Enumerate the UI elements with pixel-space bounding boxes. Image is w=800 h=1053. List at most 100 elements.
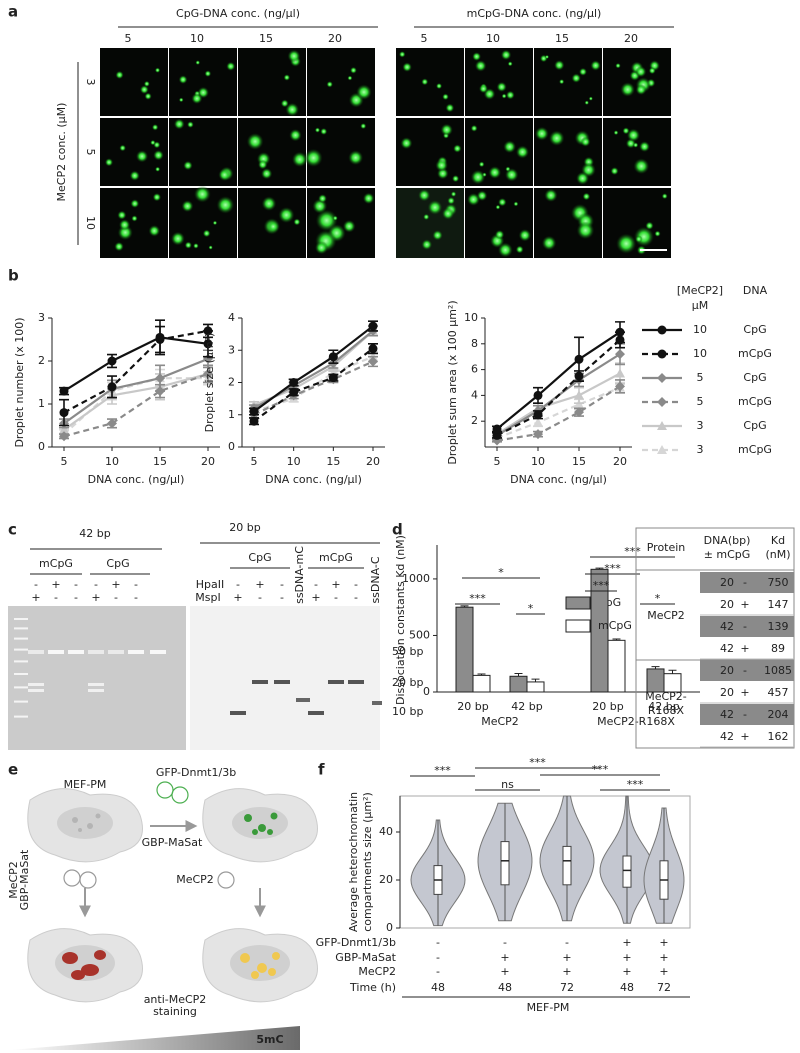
gel-band [88, 689, 104, 692]
gel-band [252, 680, 268, 684]
droplet [467, 193, 480, 206]
droplet [118, 219, 131, 231]
ladder-band [14, 618, 28, 620]
droplet [258, 159, 268, 170]
panel-label: c [8, 521, 17, 539]
droplet [267, 220, 280, 233]
enzyme-sign: - [236, 578, 240, 591]
droplet [635, 66, 647, 78]
droplet [418, 189, 431, 202]
significance: *** [604, 562, 621, 575]
point [59, 386, 69, 396]
table-cell: 42 [720, 620, 734, 633]
x-tick-label: 15 [572, 455, 586, 468]
table-cell: 162 [768, 730, 789, 743]
droplet [588, 96, 593, 101]
table-cell: 20 [720, 598, 734, 611]
droplet [304, 148, 323, 167]
condition-value: + [659, 936, 668, 949]
lane-label: ssDNA-mC [293, 546, 306, 604]
droplet [518, 229, 532, 242]
point [657, 445, 667, 454]
droplet [613, 130, 619, 136]
ladder-band [14, 648, 28, 651]
x-tick-label: 20 bp [457, 700, 488, 713]
droplet [579, 67, 588, 76]
droplet [421, 78, 429, 86]
legend-swatch [565, 596, 591, 610]
gel-band [274, 680, 290, 684]
droplet [191, 92, 203, 105]
droplet [421, 239, 433, 250]
droplet [218, 168, 231, 182]
error-bar [514, 672, 523, 677]
droplet [576, 221, 595, 240]
enzyme-sign: - [134, 591, 138, 604]
droplet [356, 84, 372, 100]
droplet [398, 51, 406, 58]
droplet [554, 60, 565, 71]
droplet [440, 123, 453, 136]
droplet [626, 128, 641, 142]
point [574, 354, 584, 364]
droplet [131, 215, 138, 222]
droplet [195, 60, 201, 65]
lane-group: mCpG [319, 551, 353, 564]
condition-value: 48 [498, 981, 512, 994]
condition-label: GFP-Dnmt1/3b [316, 936, 396, 949]
table-shade [700, 572, 794, 593]
legend-label: 3 [697, 419, 704, 432]
gel-band [308, 711, 324, 715]
point [615, 349, 625, 360]
droplet [130, 199, 140, 209]
condition-value: + [622, 936, 631, 949]
droplet [283, 74, 291, 81]
enzyme-sign: + [111, 578, 120, 591]
bar [607, 639, 626, 693]
enzyme-sign: - [354, 578, 358, 591]
point [59, 431, 69, 442]
droplet [432, 230, 443, 241]
y-tick-label: 4 [228, 311, 235, 324]
droplet [320, 127, 328, 136]
droplet [173, 118, 185, 130]
panel-label: e [8, 761, 18, 779]
ladder-band [14, 627, 28, 630]
gel-band [108, 650, 124, 654]
significance: *** [593, 579, 610, 592]
droplet [289, 128, 302, 142]
series-line [63, 377, 208, 435]
point [249, 407, 259, 417]
y-tick-label: 40 [379, 825, 393, 838]
condition-value: 48 [620, 981, 634, 994]
enzyme-sign: - [74, 578, 78, 591]
droplet [178, 97, 184, 103]
point [368, 321, 378, 331]
droplet [633, 158, 650, 175]
droplet [178, 75, 188, 84]
droplet [645, 221, 654, 230]
legend-header: [MeCP2] [677, 284, 723, 297]
x-tick-label: 10 [531, 455, 545, 468]
micrograph [100, 48, 168, 116]
micrograph [307, 48, 375, 116]
droplet [503, 140, 517, 154]
series-line [63, 329, 209, 414]
condition-value: + [562, 951, 571, 964]
significance: *** [529, 756, 546, 769]
droplet [549, 130, 565, 146]
lane-group: CpG [248, 551, 271, 564]
droplet [226, 61, 236, 71]
droplet [171, 231, 185, 246]
point [203, 339, 213, 349]
droplet [515, 145, 530, 159]
size-marker: 20 bp [392, 676, 423, 689]
droplet [202, 229, 211, 238]
droplet [208, 245, 213, 250]
droplet [470, 169, 486, 185]
gradient-label: 5mC [256, 1033, 283, 1046]
column-label: 15 [259, 32, 273, 45]
droplet [119, 144, 126, 152]
table-cell: - [743, 576, 747, 589]
gel-band [48, 650, 64, 654]
